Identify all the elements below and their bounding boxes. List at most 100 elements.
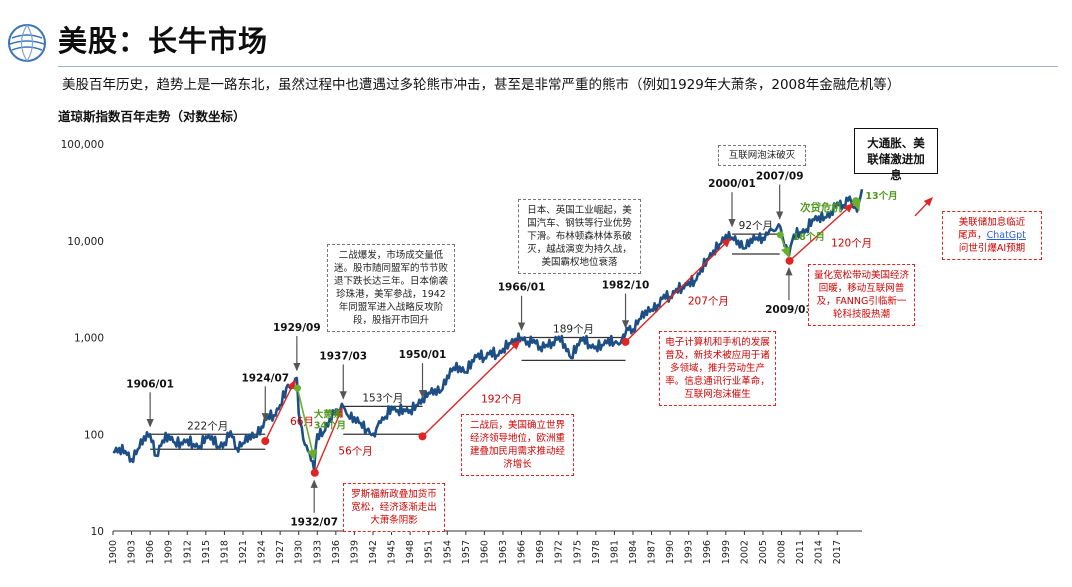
y-tick-label: 100,000	[61, 139, 104, 151]
x-tick-label: 1924	[257, 540, 268, 564]
range-duration-label: 92个月	[739, 220, 773, 232]
x-tick-label: 1975	[572, 540, 583, 564]
decline-arrow	[296, 387, 317, 461]
x-tick-label: 1939	[349, 540, 360, 564]
y-tick-label: 10	[91, 526, 104, 538]
x-tick-label: 2017	[832, 540, 843, 564]
x-tick-label: 2014	[814, 540, 825, 564]
x-tick-label: 1900	[108, 540, 119, 564]
x-tick-label: 1948	[405, 540, 416, 564]
y-tick-label: 10,000	[67, 236, 104, 248]
x-tick-label: 1915	[201, 540, 212, 564]
x-tick-label: 1906	[145, 540, 156, 564]
x-tick-label: 1990	[665, 540, 676, 564]
x-tick-label: 1951	[424, 540, 435, 564]
peak-date-label: 2000/01	[708, 178, 756, 190]
x-tick-label: 2008	[777, 540, 788, 564]
rally-arrow	[625, 237, 732, 343]
x-tick-label: 1987	[647, 540, 658, 564]
decline-duration-label: 34个月	[314, 420, 346, 432]
x-tick-label: 1936	[331, 540, 342, 564]
peak-date-label: 1966/01	[498, 282, 546, 294]
page-title: 美股：长牛市场	[58, 24, 269, 58]
rally-duration-label: 66月	[290, 416, 314, 428]
subprime-label: 次贷危机	[800, 201, 842, 214]
range-duration-label: 222个月	[187, 420, 228, 432]
new-deal-note: 罗斯福新政叠加货币宽松，经济逐渐走出大萧条阴影	[343, 483, 445, 532]
x-tick-label: 1966	[517, 540, 528, 564]
x-tick-label: 1903	[127, 540, 138, 564]
event-labels: 1906/01 1924/07 1929/09 1937/03 1950/01 1966/…	[126, 171, 842, 529]
x-tick-label: 1909	[164, 540, 175, 564]
dow-jones-line	[112, 189, 864, 472]
rally-arrow	[422, 340, 521, 437]
chart-title: 道琼斯指数百年走势（对数坐标）	[58, 109, 246, 124]
x-tick-label: 1963	[498, 540, 509, 564]
peak-date-label: 1929/09	[273, 322, 321, 334]
x-tick-label: 1957	[461, 540, 472, 564]
range-duration-label: 153个月	[362, 392, 403, 404]
rally-arrow	[314, 407, 343, 474]
ai-note-line-2: 尾声，	[958, 230, 987, 241]
globe-logo-icon	[8, 24, 46, 62]
x-tick-label: 1912	[182, 540, 193, 564]
x-tick-label: 1981	[609, 540, 620, 564]
rally-duration-label: 56个月	[338, 446, 372, 458]
x-tick-label: 1993	[684, 540, 695, 564]
chart-axes: 10 100 1,000 10,000 100,000 1900 1903 1906 1909 1…	[61, 139, 862, 564]
qe-tech-note: 量化宽松带动美国经济回暖，移动互联网普及，FANNG引临新一轮科技股热潮	[808, 264, 915, 326]
x-tick-label: 2002	[739, 540, 750, 564]
rally-duration-label: 192个月	[481, 394, 522, 406]
ai-note-line-1: 美联储加息临近	[958, 217, 1026, 228]
x-tick-label: 1945	[387, 540, 398, 564]
decline-duration-label: 大萧条	[314, 409, 343, 421]
japan-competition-note: 日本、英国工业崛起，美国汽车、钢铁等行业优势下滑。布林顿森林体系破灭，越战演变为…	[518, 199, 641, 274]
peak-date-label: 1924/07	[241, 372, 289, 384]
decline-duration-label: 18个月	[793, 231, 825, 243]
x-tick-label: 1930	[294, 540, 305, 564]
wwii-note: 二战爆发，市场成交量低迷。股市随同盟军的节节败退下跌长达三年。日本偷袭珍珠港，美…	[327, 244, 455, 332]
x-tick-label: 1954	[442, 540, 453, 564]
ai-expectation-note: 美联储加息临近 尾声，ChatGpt 问世引爆AI预期	[942, 211, 1042, 260]
sideways-ranges: 222个月 153个月 189个月 92个月	[150, 220, 780, 450]
rally-arrow	[789, 203, 854, 262]
peak-date-label: 1982/10	[602, 279, 650, 291]
x-tick-label: 2011	[795, 540, 806, 564]
rally-duration-label: 207个月	[688, 295, 729, 307]
decline-duration-label: 13个月	[865, 190, 897, 202]
x-tick-label: 1978	[591, 540, 602, 564]
computer-revolution-note: 电子计算机和手机的发展普及，新技术被应用于诸多领域，推升劳动生产率。信息通讯行业…	[659, 331, 776, 406]
postwar-note: 二战后，美国确立世界经济领导地位，欧洲重建叠加民用需求推动经济增长	[461, 414, 574, 476]
trough-date-label: 2009/03	[765, 304, 813, 316]
x-tick-label: 1996	[702, 540, 713, 564]
x-tick-label: 1972	[554, 540, 565, 564]
x-tick-label: 1927	[275, 540, 286, 564]
decline-arrow	[851, 198, 861, 212]
peak-date-label: 2007/09	[756, 171, 804, 183]
chatgpt-link[interactable]: ChatGpt	[986, 230, 1026, 241]
x-tick-label: 1960	[479, 540, 490, 564]
peak-date-label: 1937/03	[319, 350, 367, 362]
rally-duration-label: 120个月	[831, 237, 872, 249]
rally-arrow	[264, 379, 296, 442]
x-tick-label: 1984	[628, 540, 639, 564]
future-arrow	[914, 197, 933, 217]
x-tick-label: 1918	[219, 540, 230, 564]
y-tick-label: 100	[84, 429, 104, 441]
x-tick-label: 1933	[312, 540, 323, 564]
x-tick-label: 1999	[721, 540, 732, 564]
range-duration-label: 189个月	[553, 324, 594, 336]
ai-note-line-3: 问世引爆AI预期	[958, 243, 1026, 254]
x-tick-label: 1942	[368, 540, 379, 564]
peak-date-label: 1950/01	[399, 349, 447, 361]
title-divider	[58, 66, 1058, 67]
fed-hike-label: 大通胀、美联储激进加息	[854, 128, 938, 182]
peak-date-label: 1906/01	[126, 378, 174, 390]
x-tick-label: 2005	[758, 540, 769, 564]
dotcom-bust-label: 互联网泡沫破灭	[718, 145, 806, 166]
x-tick-label: 1921	[238, 540, 249, 564]
decline-arrow	[779, 234, 790, 259]
y-tick-label: 1,000	[74, 333, 104, 345]
